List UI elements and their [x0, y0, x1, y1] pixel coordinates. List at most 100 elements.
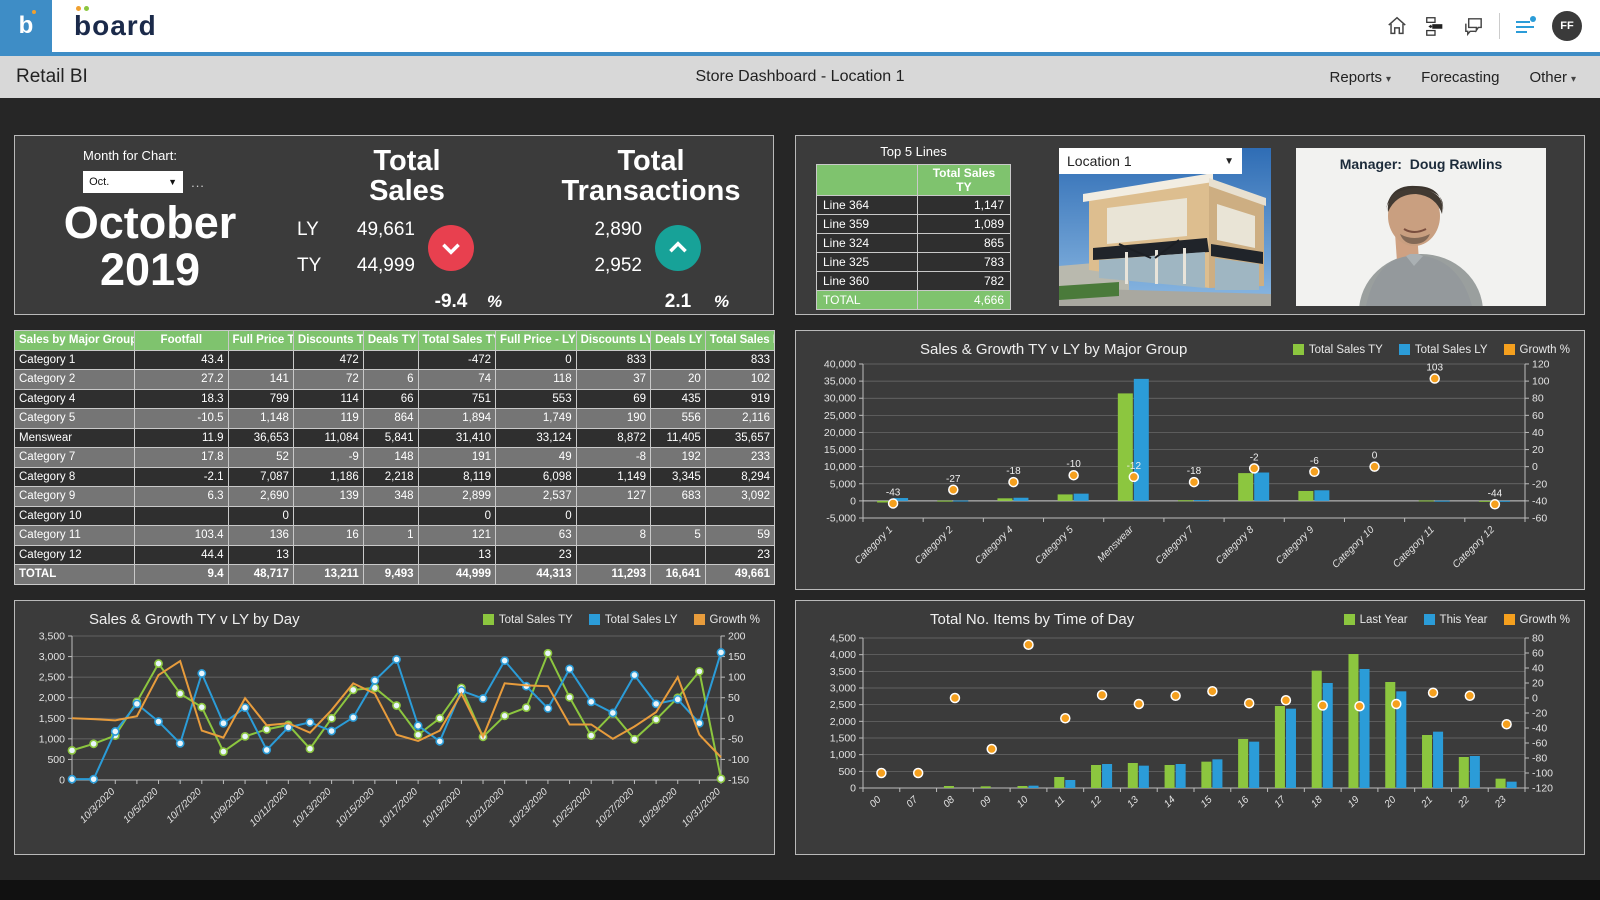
- svg-text:3,000: 3,000: [39, 651, 65, 663]
- month-for-chart-label: Month for Chart:: [83, 148, 177, 163]
- svg-text:15,000: 15,000: [824, 444, 856, 456]
- svg-text:0: 0: [728, 713, 734, 725]
- major-table-row: Category 8 -2.1 7,087 1,186 2,218 8,119 6,098 1…: [13, 466, 776, 487]
- svg-text:10/17/2020: 10/17/2020: [377, 786, 420, 829]
- top5-value-header: Total Sales TY: [916, 164, 1012, 196]
- svg-text:08: 08: [941, 794, 957, 810]
- nav-reports[interactable]: Reports ▾: [1329, 68, 1392, 86]
- by-day-chart-panel: Sales & Growth TY v LY by Day Total Sale…: [14, 600, 775, 855]
- nav-forecasting[interactable]: Forecasting: [1421, 68, 1500, 86]
- major-group-chart: -5,000 0 5,000 10,000 15,000 20,000 25,000 30,0…: [796, 358, 1584, 581]
- svg-text:20: 20: [1532, 678, 1544, 690]
- svg-text:10/3/2020: 10/3/2020: [78, 786, 118, 826]
- svg-text:12: 12: [1089, 794, 1105, 810]
- svg-text:Category 11: Category 11: [1391, 524, 1437, 570]
- month-dropdown[interactable]: Oct. ▼: [83, 171, 184, 193]
- svg-text:-120: -120: [1532, 783, 1553, 795]
- ly-label: LY: [297, 218, 319, 240]
- svg-text:20: 20: [1382, 794, 1399, 811]
- svg-text:200: 200: [728, 631, 746, 643]
- time-of-day-chart-title: Total No. Items by Time of Day: [930, 611, 1135, 628]
- svg-text:60: 60: [1532, 648, 1544, 660]
- report-structure-icon[interactable]: [1423, 14, 1447, 38]
- store-photo: [1059, 148, 1271, 306]
- total-sales-ty-value: 44,999: [356, 254, 415, 276]
- filter-menu-icon[interactable]: [1514, 14, 1538, 38]
- nav-other[interactable]: Other ▾: [1529, 68, 1576, 86]
- major-group-chart-title: Sales & Growth TY v LY by Major Group: [920, 341, 1188, 358]
- time-of-day-chart-legend: Last Year This Year Growth %: [1343, 614, 1570, 626]
- major-table-row: Category 7 17.8 52 -9 148 191 49 -8 192 233: [13, 447, 776, 468]
- svg-text:10/19/2020: 10/19/2020: [420, 786, 463, 829]
- store-info-panel: Top 5 Lines Total Sales TY Line 364 1,147…: [795, 135, 1585, 315]
- major-table-row: Category 4 18.3 799 114 66 751 553 69 435 919: [13, 388, 776, 409]
- svg-text:07: 07: [905, 794, 921, 810]
- svg-text:Category 12: Category 12: [1451, 524, 1498, 571]
- svg-text:-50: -50: [728, 733, 743, 745]
- svg-text:10/23/2020: 10/23/2020: [507, 786, 550, 829]
- board-logo-b: b: [18, 12, 34, 39]
- legend-item: Last Year: [1343, 614, 1408, 626]
- footer-strip: [0, 880, 1600, 900]
- svg-text:4,500: 4,500: [830, 633, 856, 645]
- svg-text:500: 500: [47, 754, 65, 766]
- major-table-header: Footfall: [134, 330, 229, 351]
- svg-text:10/5/2020: 10/5/2020: [121, 786, 161, 826]
- svg-text:1,000: 1,000: [39, 733, 65, 745]
- board-logo-square[interactable]: b: [0, 0, 52, 52]
- home-icon[interactable]: [1385, 14, 1409, 38]
- svg-text:1,500: 1,500: [39, 713, 65, 725]
- svg-text:0: 0: [1532, 693, 1538, 705]
- svg-text:10/7/2020: 10/7/2020: [165, 786, 205, 826]
- month-more-button[interactable]: ...: [191, 174, 205, 190]
- transactions-trend-up-icon: [655, 224, 701, 271]
- svg-text:Category 2: Category 2: [913, 524, 956, 567]
- svg-text:Category 1: Category 1: [853, 524, 895, 566]
- manager-photo: [1296, 182, 1546, 306]
- svg-text:22: 22: [1456, 794, 1473, 811]
- accent-strip: [0, 52, 1600, 56]
- svg-text:14: 14: [1162, 794, 1178, 810]
- major-table-header: Total Sales TY: [417, 330, 497, 351]
- svg-text:-18: -18: [1187, 466, 1202, 477]
- svg-text:11: 11: [1052, 794, 1067, 809]
- major-table-row: Category 12 44.4 13 13 23 23: [13, 544, 776, 565]
- sales-growth-pct-unit: %: [487, 291, 503, 311]
- board-logo-wordmark: board: [74, 6, 157, 41]
- svg-text:10/13/2020: 10/13/2020: [291, 786, 334, 829]
- svg-text:00: 00: [868, 794, 884, 810]
- major-table-header: Full Price TY: [227, 330, 294, 351]
- time-of-day-chart-panel: Total No. Items by Time of Day Last Year…: [795, 600, 1585, 855]
- by-day-chart-title: Sales & Growth TY v LY by Day: [89, 611, 300, 628]
- svg-text:-40: -40: [1532, 723, 1547, 735]
- major-table-header: Full Price - LY: [495, 330, 577, 351]
- svg-text:Category 10: Category 10: [1330, 524, 1377, 571]
- svg-text:2,500: 2,500: [39, 672, 65, 684]
- top5-row: Line 360 782: [816, 271, 1012, 291]
- top5-row: Line 325 783: [816, 252, 1012, 272]
- legend-item: Growth %: [1503, 344, 1570, 356]
- major-table-row: Category 11 103.4 136 16 1 121 63 8 5 59: [13, 525, 776, 546]
- svg-text:Category 4: Category 4: [973, 524, 1016, 567]
- svg-text:60: 60: [1532, 410, 1544, 422]
- major-table-header: Discounts TY: [292, 330, 364, 351]
- svg-text:-12: -12: [1127, 461, 1142, 472]
- legend-item: Growth %: [693, 614, 760, 626]
- svg-text:1,500: 1,500: [830, 733, 856, 745]
- major-group-chart-panel: Sales & Growth TY v LY by Major Group To…: [795, 330, 1585, 590]
- user-avatar[interactable]: FF: [1552, 11, 1582, 41]
- svg-text:10/31/2020: 10/31/2020: [680, 786, 723, 829]
- total-sales-kpi: Total Sales LY 49,661 TY 44,999 -9.4 %: [285, 136, 529, 314]
- svg-text:40: 40: [1532, 427, 1544, 439]
- svg-text:21: 21: [1419, 794, 1435, 810]
- major-table-header: Discounts LY: [575, 330, 652, 351]
- comments-icon[interactable]: [1461, 14, 1485, 38]
- svg-text:10/21/2020: 10/21/2020: [464, 786, 507, 829]
- chevron-down-icon: ▾: [1570, 73, 1576, 85]
- location-dropdown[interactable]: Location 1 ▼: [1059, 148, 1242, 174]
- svg-text:50: 50: [728, 692, 740, 704]
- svg-text:Category 7: Category 7: [1154, 524, 1197, 567]
- svg-text:13: 13: [1125, 794, 1141, 810]
- top5-row: Line 364 1,147: [816, 195, 1012, 215]
- svg-text:-20: -20: [1532, 478, 1547, 490]
